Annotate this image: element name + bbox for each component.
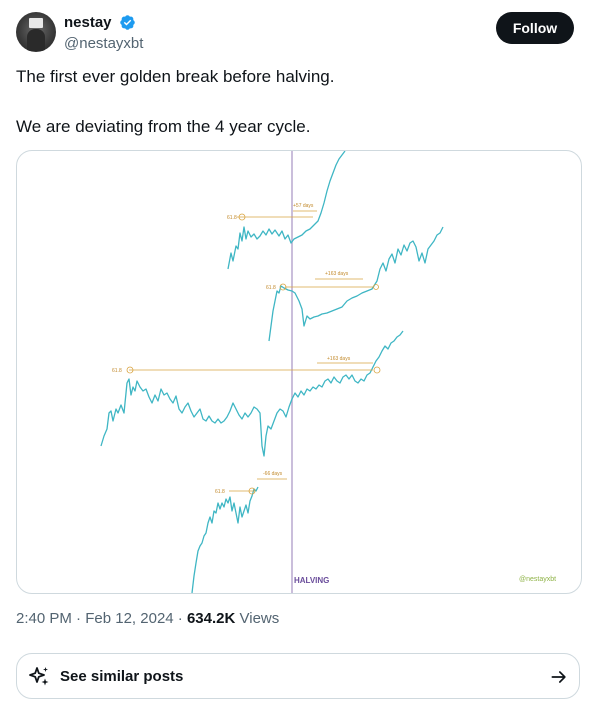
avatar[interactable] xyxy=(16,12,56,52)
fib-label-2: 61.8 xyxy=(266,285,276,291)
halving-label: HALVING xyxy=(294,576,329,585)
tweet-date[interactable]: Feb 12, 2024 xyxy=(85,610,174,627)
tweet-header: nestay @nestayxbt Follow xyxy=(16,12,574,52)
cycle-label-1: +57 days xyxy=(293,203,314,209)
verified-badge-icon xyxy=(120,15,135,30)
tweet-meta: 2:40 PM · Feb 12, 2024 · 634.2K Views xyxy=(16,609,279,629)
fib-label-3: 61.8 xyxy=(112,368,122,374)
chart-canvas: HALVING @nestayxbt xyxy=(100,151,556,593)
cycle-label-4: -66 days xyxy=(263,471,283,477)
price-series-cycle-3 xyxy=(100,330,404,457)
meta-separator-1: · xyxy=(71,610,86,627)
handle[interactable]: @nestayxbt xyxy=(64,35,144,52)
tweet-text: The first ever golden break before halvi… xyxy=(16,66,576,138)
meta-separator-2: · xyxy=(173,610,187,627)
views-count: 634.2K xyxy=(186,610,236,627)
price-series-cycle-4 xyxy=(191,486,259,593)
see-similar-posts-button[interactable]: See similar posts xyxy=(16,653,580,699)
fib-label-4: 61.8 xyxy=(215,489,225,495)
price-series-cycle-2 xyxy=(268,226,444,342)
sparkle-icon xyxy=(29,667,49,686)
author-block: nestay @nestayxbt xyxy=(64,13,143,53)
fib-label-1: 61.8 xyxy=(227,215,237,221)
tweet-line-2: We are deviating from the 4 year cycle. xyxy=(16,117,311,136)
cycle-label-3: +163 days xyxy=(327,356,351,362)
see-similar-posts-label: See similar posts xyxy=(60,668,184,685)
tweet-time[interactable]: 2:40 PM xyxy=(16,610,72,627)
follow-button[interactable]: Follow xyxy=(496,12,574,44)
views-label: Views xyxy=(235,610,280,627)
avatar-sign xyxy=(29,18,43,28)
avatar-figure xyxy=(27,29,45,51)
chart-watermark: @nestayxbt xyxy=(519,576,556,583)
arrow-right-icon xyxy=(551,671,566,683)
price-series-cycle-1 xyxy=(227,151,346,270)
tweet-media-chart[interactable]: HALVING @nestayxbt xyxy=(16,150,582,594)
cycle-label-2: +163 days xyxy=(325,271,349,277)
display-name[interactable]: nestay xyxy=(64,14,112,31)
tweet-line-1: The first ever golden break before halvi… xyxy=(16,67,335,86)
